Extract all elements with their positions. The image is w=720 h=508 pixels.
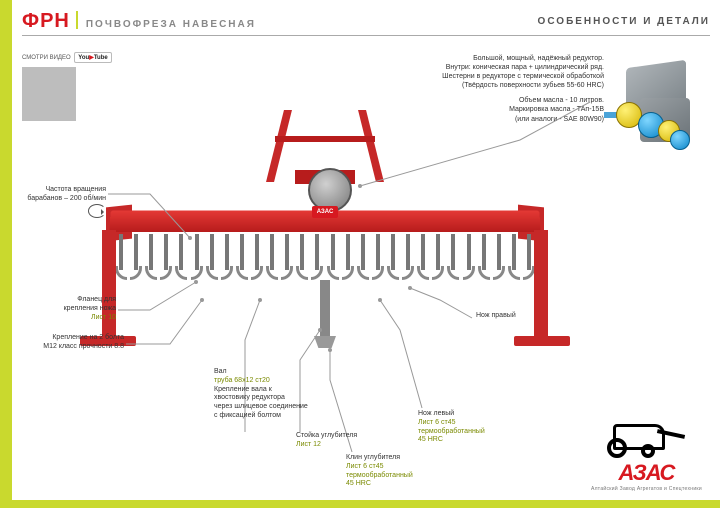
callout-bolts: Крепление на 2 болта М12 класс прочности… [20, 334, 124, 352]
rotor-blade [524, 234, 534, 288]
callout-text: Вал [214, 368, 334, 377]
spec-line: Шестерни в редукторе с термической обраб… [364, 72, 604, 81]
rotor-blade [297, 234, 307, 288]
rotor-blade [267, 234, 277, 288]
callout-text: через шлицевое соединение [214, 403, 334, 412]
bottom-accent-bar [0, 500, 720, 508]
callout-text: Крепление вала к [214, 386, 334, 395]
callout-highlight: термообработанный [346, 472, 456, 481]
page-section-title: ОСОБЕННОСТИ И ДЕТАЛИ [538, 16, 710, 27]
rotor-blade [176, 234, 186, 288]
rotor-blade [161, 234, 171, 288]
rotor-blade [252, 234, 262, 288]
youtube-icon[interactable]: You▶Tube [74, 52, 111, 63]
rotor-blade [207, 234, 217, 288]
rotor-blade [116, 234, 126, 288]
skid-leg-left [102, 230, 116, 340]
callout-highlight: Лист 6 ст45 [346, 463, 456, 472]
callout-text: с фиксацией болтом [214, 412, 334, 421]
rotor-blade [358, 234, 368, 288]
tractor-icon [607, 418, 685, 458]
rotor-blade [418, 234, 428, 288]
spec-line: (Твёрдость поверхности зубьев 55-60 HRC) [364, 81, 604, 90]
callout-text: Нож левый [418, 410, 518, 419]
callout-highlight: термообработанный [418, 428, 518, 437]
callout-text: Стойка углубителя [296, 432, 396, 441]
rotor-blade [494, 234, 504, 288]
spec-line: Большой, мощный, надёжный редуктор. [364, 54, 604, 63]
rotor-blade [343, 234, 353, 288]
callout-text: Нож правый [476, 312, 556, 321]
rotor-blade [388, 234, 398, 288]
callout-rotation: Частота вращения барабанов – 200 об/мин [20, 186, 106, 218]
rotor-blade [464, 234, 474, 288]
youtube-promo: СМОТРИ ВИДЕО You▶Tube [22, 52, 112, 121]
callout-highlight: 45 HRC [346, 480, 456, 489]
callout-highlight: Лист 12 [296, 441, 396, 450]
callout-stand: Стойка углубителя Лист 12 [296, 432, 396, 450]
spec-line: Внутри: коническая пара + цилиндрический… [364, 63, 604, 72]
callout-blade-right: Нож правый [476, 312, 556, 321]
product-code: ФРН [22, 10, 78, 33]
callout-text: хвостовику редуктора [214, 394, 334, 403]
gearbox-cad-render [610, 58, 706, 154]
title-left: ФРН ПОЧВОФРЕЗА НАВЕСНАЯ [22, 10, 256, 33]
page-header: ФРН ПОЧВОФРЕЗА НАВЕСНАЯ ОСОБЕННОСТИ И ДЕ… [22, 12, 710, 36]
rotor-blade [433, 234, 443, 288]
spec-line: Объем масла - 10 литров. [364, 96, 604, 105]
manufacturer-logo: АЗАС Алтайский Завод Агрегатов и Спецтех… [591, 418, 702, 492]
callout-text: Частота вращения барабанов – 200 об/мин [27, 186, 106, 202]
callout-text: М12 класс прочности 8.8 [20, 343, 124, 352]
callout-shaft: Вал труба 68x12 ст20 Крепление вала к хв… [214, 368, 334, 421]
callout-text: Крепление на 2 болта [20, 334, 124, 343]
rotor-blade [403, 234, 413, 288]
rotor-blade [222, 234, 232, 288]
callout-text: Клин углубителя [346, 454, 456, 463]
rotor-blade [237, 234, 247, 288]
rotor-blade [146, 234, 156, 288]
logo-subtitle: Алтайский Завод Агрегатов и Спецтехники [591, 486, 702, 492]
skid-foot-right [514, 336, 570, 346]
callout-text: Фланец для [20, 296, 116, 305]
rotor-blade [282, 234, 292, 288]
rotor-blade [192, 234, 202, 288]
video-thumbnail[interactable] [22, 67, 76, 121]
callout-wedge: Клин углубителя Лист 6 ст45 термообработ… [346, 454, 456, 489]
rotor-blade [509, 234, 519, 288]
callout-highlight: 45 HRC [418, 436, 518, 445]
rotor-blade [448, 234, 458, 288]
cad-gear-blue-2 [670, 130, 690, 150]
callout-highlight: Лист 10 [20, 314, 116, 323]
callout-blade-left: Нож левый Лист 6 ст45 термообработанный … [418, 410, 518, 445]
rotor-blade [479, 234, 489, 288]
youtube-label: СМОТРИ ВИДЕО [22, 55, 71, 61]
callout-highlight: Лист 6 ст45 [418, 419, 518, 428]
logo-text: АЗАС [591, 460, 702, 486]
left-accent-bar [0, 0, 12, 508]
rotor-blade [131, 234, 141, 288]
skid-leg-right [534, 230, 548, 340]
callout-flange: Фланец для крепления ножа Лист 10 [20, 296, 116, 322]
rotation-icon [88, 204, 106, 218]
machine-illustration [110, 110, 540, 370]
center-depth-tine [320, 280, 330, 340]
product-subtitle: ПОЧВОФРЕЗА НАВЕСНАЯ [86, 19, 256, 30]
callout-text: крепления ножа [20, 305, 116, 314]
callout-highlight: труба 68x12 ст20 [214, 377, 334, 386]
rotor-blade [373, 234, 383, 288]
machine-brand-badge: АЗАС [312, 206, 338, 218]
